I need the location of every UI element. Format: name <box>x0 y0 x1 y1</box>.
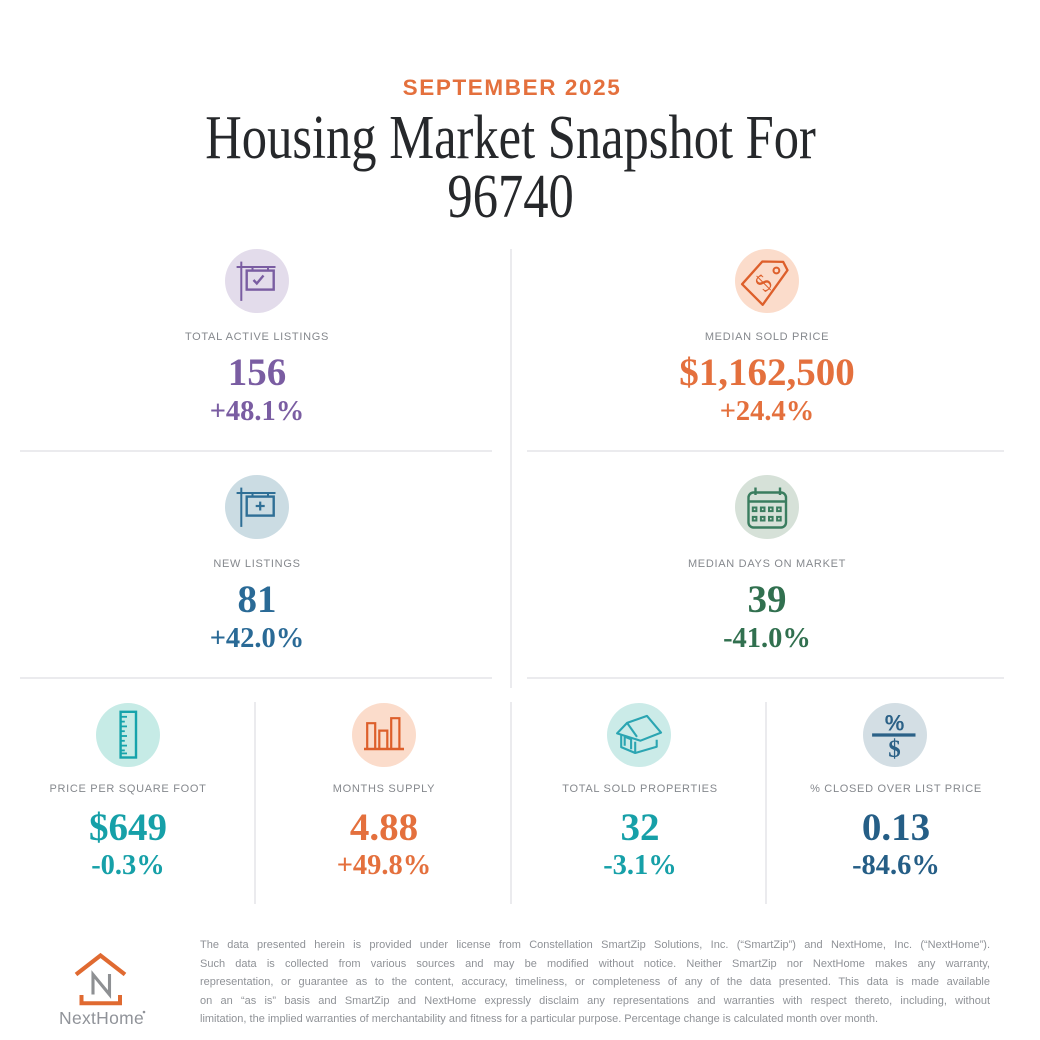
svg-text:$: $ <box>888 736 901 763</box>
svg-text:NextHome: NextHome <box>59 1008 144 1028</box>
svg-text:%: % <box>885 710 905 735</box>
